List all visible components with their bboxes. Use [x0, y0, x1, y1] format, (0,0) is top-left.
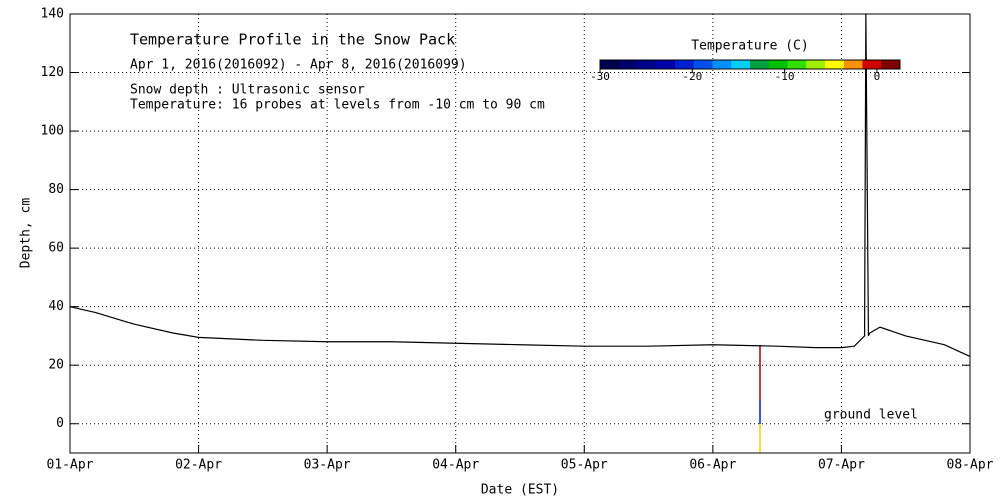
x-tick-label: 02-Apr — [175, 458, 222, 473]
y-tick-label: 80 — [48, 182, 64, 197]
plot-frame — [69, 13, 971, 454]
colorbar-swatch — [618, 60, 638, 69]
colorbar-swatch — [712, 60, 732, 69]
x-tick-label: 05-Apr — [561, 458, 608, 473]
colorbar-title: Temperature (C) — [691, 39, 808, 54]
y-tick-label: 40 — [48, 299, 64, 314]
colorbar-tick-label: -20 — [682, 70, 702, 83]
colorbar-tick-label: -30 — [590, 70, 610, 83]
colorbar-swatch — [656, 60, 676, 69]
x-tick-label: 08-Apr — [947, 458, 994, 473]
x-tick-label: 01-Apr — [47, 458, 94, 473]
subtitle: Apr 1, 2016(2016092) - Apr 8, 2016(20160… — [130, 58, 467, 73]
x-tick-label: 04-Apr — [432, 458, 479, 473]
colorbar-swatch — [750, 60, 770, 69]
y-tick-label: 60 — [48, 241, 64, 256]
y-tick-label: 120 — [41, 65, 64, 80]
y-axis-label: Depth, cm — [19, 198, 34, 269]
x-axis-label: Date (EST) — [481, 483, 559, 498]
x-tick-label: 03-Apr — [304, 458, 351, 473]
colorbar-swatch — [843, 60, 863, 69]
x-tick-label: 07-Apr — [818, 458, 865, 473]
colorbar-swatch — [600, 60, 620, 69]
colorbar-swatch — [806, 60, 826, 69]
colorbar-tick-label: -10 — [775, 70, 795, 83]
series-line — [69, 13, 971, 357]
y-tick-label: 0 — [56, 416, 64, 431]
y-tick-label: 140 — [41, 7, 64, 22]
annotation: ground level — [824, 408, 918, 423]
y-tick-label: 100 — [41, 124, 64, 139]
x-tick-label: 06-Apr — [689, 458, 736, 473]
note: Temperature: 16 probes at levels from -1… — [130, 98, 545, 113]
y-tick-label: 20 — [48, 358, 64, 373]
note: Snow depth : Ultrasonic sensor — [130, 83, 365, 98]
colorbar-swatch — [693, 60, 713, 69]
colorbar-swatch — [675, 60, 695, 69]
colorbar-swatch — [881, 60, 901, 69]
colorbar-swatch — [825, 60, 845, 69]
colorbar-swatch — [768, 60, 788, 69]
colorbar-frame — [599, 59, 901, 70]
chart-title: Temperature Profile in the Snow Pack — [130, 31, 455, 49]
colorbar-swatch — [862, 60, 882, 69]
colorbar-tick-label: 0 — [874, 70, 881, 83]
colorbar-swatch — [731, 60, 751, 69]
colorbar-swatch — [787, 60, 807, 69]
colorbar-swatch — [637, 60, 657, 69]
